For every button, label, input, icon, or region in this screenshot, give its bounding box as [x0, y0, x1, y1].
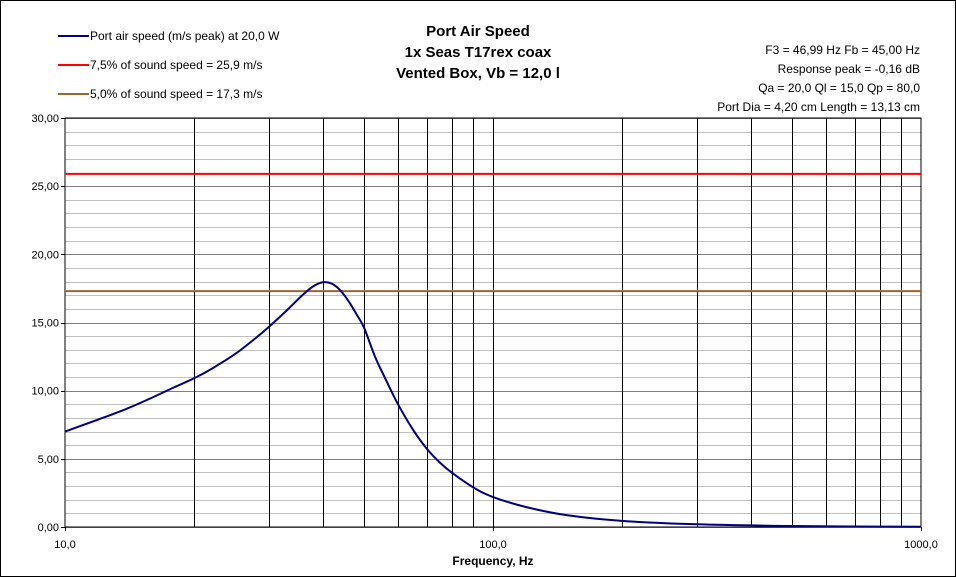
info-f3-fb: F3 = 46,99 Hz Fb = 45,00 Hz — [765, 43, 920, 57]
chart-title-line-3: Vented Box, Vb = 12,0 l — [396, 65, 560, 82]
y-tick-label: 25,00 — [31, 181, 59, 193]
y-tick-label: 15,00 — [31, 318, 59, 330]
y-tick-label: 30,00 — [31, 113, 59, 125]
series-layer — [64, 172, 922, 528]
info-q-values: Qa = 20,0 Ql = 15,0 Qp = 80,0 — [758, 81, 920, 95]
x-tick-label: 100,0 — [479, 539, 507, 551]
chart-title-line-1: Port Air Speed — [426, 23, 530, 40]
y-axis-ticks: 0,00 5,00 10,00 15,00 20,00 25,00 30,00 — [31, 113, 65, 534]
chart-title-line-2: 1x Seas T17rex coax — [405, 44, 552, 61]
series-line-1 — [64, 281, 922, 528]
y-tick-label: 5,00 — [38, 454, 59, 466]
x-tick-label: 10,0 — [54, 539, 75, 551]
grid — [65, 118, 921, 528]
x-tick-label: 1000,0 — [904, 539, 938, 551]
y-tick-label: 10,00 — [31, 386, 59, 398]
legend-entry: 7,5% of sound speed = 25,9 m/s — [90, 58, 262, 72]
y-tick-label: 20,00 — [31, 249, 59, 261]
info-port-dimensions: Port Dia = 4,20 cm Length = 13,13 cm — [717, 100, 920, 114]
y-tick-label: 0,00 — [38, 522, 59, 534]
info-response-peak: Response peak = -0,16 dB — [778, 62, 920, 76]
legend-entry: 5,0% of sound speed = 17,3 m/s — [90, 87, 262, 101]
legend-entry: Port air speed (m/s peak) at 20,0 W — [90, 29, 280, 43]
x-axis-label: Frequency, Hz — [452, 554, 533, 568]
legend: Port air speed (m/s peak) at 20,0 W 7,5% … — [58, 29, 280, 101]
x-axis-ticks: 10,0 100,0 1000,0 — [54, 527, 938, 551]
